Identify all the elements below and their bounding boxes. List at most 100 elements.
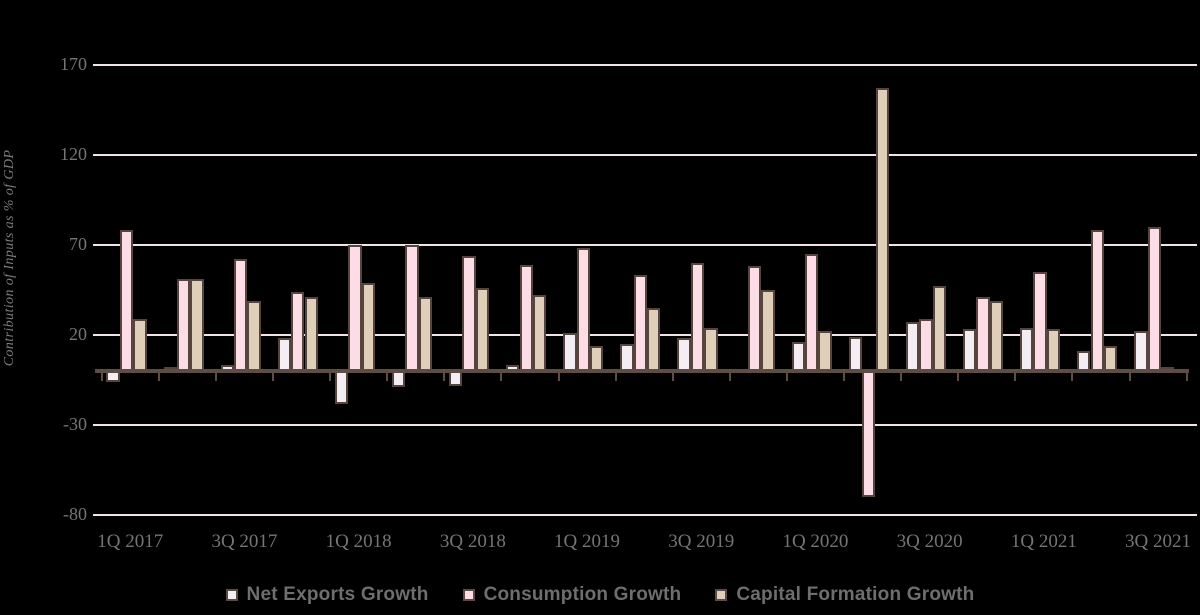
bar: [677, 338, 691, 371]
axis-tick: [272, 372, 274, 381]
bar: [576, 248, 590, 371]
bar: [932, 286, 946, 371]
bar: [532, 295, 547, 371]
axis-tick: [157, 372, 160, 381]
x-tick-label: 3Q 2020: [896, 531, 963, 552]
legend-label: Net Exports Growth: [246, 584, 429, 605]
legend-swatch-icon: [225, 589, 238, 601]
axis-tick: [557, 372, 560, 381]
axis-tick: [214, 372, 217, 381]
bar: [405, 244, 419, 371]
x-tick-label: 1Q 2018: [325, 531, 392, 552]
legend-swatch-icon: [462, 589, 475, 601]
bar: [418, 297, 433, 371]
y-tick-label: 20: [69, 324, 87, 344]
y-tick-label: 170: [60, 54, 87, 74]
bar: [133, 318, 147, 371]
axis-tick: [728, 372, 731, 381]
gridline: [93, 244, 1197, 246]
bar: [1033, 271, 1047, 371]
bar: [519, 264, 533, 371]
bar: [620, 343, 634, 371]
axis-tick: [1071, 372, 1074, 381]
x-axis-line: [95, 369, 1189, 373]
x-tick-label: 3Q 2017: [211, 531, 278, 552]
bar: [989, 300, 1004, 371]
axis-tick: [1128, 372, 1131, 381]
bar: [1046, 329, 1061, 371]
axis-tick: [386, 372, 389, 381]
bar: [291, 291, 305, 371]
legend-label: Capital Formation Growth: [736, 584, 975, 605]
bar: [704, 327, 718, 371]
axis-tick: [100, 372, 103, 381]
axis-tick: [614, 372, 617, 381]
axis-tick: [843, 372, 845, 381]
y-tick-label: -30: [63, 414, 87, 434]
bar: [962, 329, 977, 371]
bar: [905, 322, 920, 371]
bar: [176, 279, 191, 371]
gridline: [93, 64, 1197, 66]
bar: [304, 297, 318, 371]
bar: [1103, 345, 1118, 371]
axis-tick: [1014, 372, 1017, 381]
axis-tick: [1185, 372, 1188, 381]
bar: [1077, 351, 1091, 371]
bar: [563, 333, 577, 371]
bar: [190, 279, 204, 371]
bar: [919, 318, 933, 371]
axis-tick: [443, 372, 446, 381]
y-axis-title: Contribution of Inputs as % of GDP: [2, 149, 17, 367]
bar: [234, 259, 248, 371]
x-tick-label: 3Q 2018: [439, 531, 506, 552]
bar: [1090, 230, 1104, 371]
gridline: [93, 154, 1197, 156]
bar: [334, 371, 349, 404]
axis-tick: [900, 372, 903, 381]
bar: [818, 331, 832, 371]
bar: [462, 255, 476, 371]
bar: [119, 230, 134, 371]
bar: [875, 88, 889, 371]
legend-swatch-icon: [715, 589, 728, 601]
legend: Net Exports Growth Consumption Growth Capi…: [0, 584, 1200, 606]
legend-item: Consumption Growth: [462, 584, 682, 606]
bar: [862, 371, 876, 498]
bar: [848, 336, 863, 371]
bar: [761, 289, 775, 371]
bar: [633, 275, 648, 371]
axis-tick: [671, 372, 674, 381]
bar: [391, 371, 406, 388]
gridline: [93, 514, 1197, 516]
axis-tick: [329, 372, 332, 381]
x-tick-label: 1Q 2017: [97, 531, 164, 552]
bar: [747, 266, 762, 371]
bar: [647, 307, 661, 371]
bar: [449, 371, 463, 386]
y-tick-label: 120: [60, 144, 87, 164]
bar: [805, 253, 819, 371]
bar: [1134, 331, 1148, 371]
x-tick-label: 1Q 2019: [554, 531, 621, 552]
axis-tick: [785, 372, 788, 381]
bar: [277, 338, 292, 371]
bar: [475, 288, 490, 371]
bar: [1020, 327, 1034, 371]
x-tick-label: 1Q 2021: [1010, 531, 1077, 552]
bar: [348, 244, 362, 371]
x-tick-label: 1Q 2020: [782, 531, 849, 552]
axis-tick: [500, 372, 503, 381]
legend-item: Capital Formation Growth: [715, 584, 974, 606]
legend-label: Consumption Growth: [483, 584, 682, 605]
bar: [791, 342, 805, 371]
bar: [1147, 226, 1161, 371]
bar: [247, 300, 261, 371]
x-tick-label: 3Q 2021: [1125, 531, 1192, 552]
bar: [590, 345, 604, 371]
bar: [976, 297, 990, 371]
bar: [361, 282, 375, 371]
bar: [690, 262, 705, 371]
x-tick-label: 3Q 2019: [668, 531, 735, 552]
